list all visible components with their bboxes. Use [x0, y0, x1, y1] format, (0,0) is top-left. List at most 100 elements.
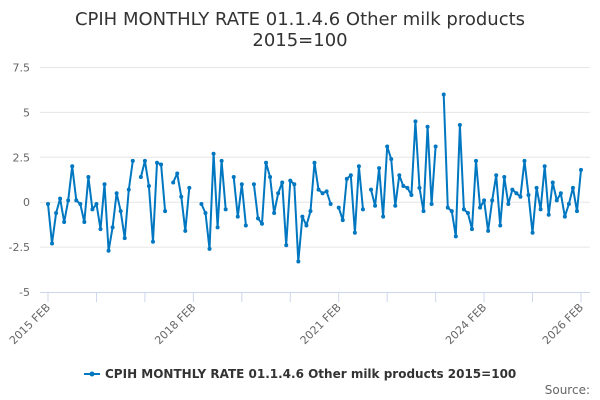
data-point[interactable] — [482, 198, 487, 203]
data-point[interactable] — [433, 144, 438, 149]
data-point[interactable] — [54, 210, 59, 215]
data-point[interactable] — [393, 203, 398, 208]
data-point[interactable] — [316, 187, 321, 192]
data-point[interactable] — [268, 175, 273, 180]
data-point[interactable] — [239, 182, 244, 187]
data-point[interactable] — [243, 223, 248, 228]
data-point[interactable] — [215, 225, 220, 230]
data-point[interactable] — [146, 184, 151, 189]
data-point[interactable] — [179, 194, 184, 199]
data-point[interactable] — [558, 191, 563, 196]
data-point[interactable] — [320, 191, 325, 196]
data-point[interactable] — [292, 182, 297, 187]
data-point[interactable] — [284, 243, 289, 248]
data-point[interactable] — [300, 214, 305, 219]
data-point[interactable] — [223, 207, 228, 212]
data-point[interactable] — [255, 216, 260, 221]
data-point[interactable] — [570, 185, 575, 190]
data-point[interactable] — [348, 173, 353, 178]
data-point[interactable] — [478, 205, 483, 210]
data-point[interactable] — [445, 205, 450, 210]
data-point[interactable] — [502, 175, 507, 180]
data-point[interactable] — [183, 228, 188, 233]
data-point[interactable] — [514, 191, 519, 196]
data-point[interactable] — [102, 182, 107, 187]
data-point[interactable] — [352, 230, 357, 235]
data-point[interactable] — [98, 227, 103, 232]
data-point[interactable] — [449, 209, 454, 214]
data-point[interactable] — [409, 193, 414, 198]
data-point[interactable] — [260, 221, 265, 226]
data-point[interactable] — [82, 219, 87, 224]
data-point[interactable] — [50, 241, 55, 246]
data-point[interactable] — [554, 198, 559, 203]
data-point[interactable] — [288, 178, 293, 183]
data-point[interactable] — [526, 193, 531, 198]
data-point[interactable] — [457, 122, 462, 127]
data-point[interactable] — [518, 194, 523, 199]
data-point[interactable] — [46, 201, 50, 206]
data-point[interactable] — [377, 166, 382, 171]
data-point[interactable] — [340, 218, 345, 223]
data-point[interactable] — [86, 175, 91, 180]
data-point[interactable] — [308, 209, 313, 214]
data-point[interactable] — [187, 185, 192, 190]
data-point[interactable] — [498, 223, 503, 228]
data-point[interactable] — [155, 160, 160, 165]
data-point[interactable] — [522, 158, 527, 163]
data-point[interactable] — [312, 160, 317, 165]
data-point[interactable] — [550, 180, 555, 185]
data-point[interactable] — [90, 207, 95, 212]
data-point[interactable] — [142, 158, 147, 163]
data-point[interactable] — [159, 162, 164, 167]
data-point[interactable] — [138, 175, 143, 180]
data-point[interactable] — [203, 210, 208, 215]
data-point[interactable] — [405, 185, 410, 190]
legend[interactable]: CPIH MONTHLY RATE 01.1.4.6 Other milk pr… — [84, 367, 516, 381]
data-point[interactable] — [534, 185, 539, 190]
data-point[interactable] — [441, 92, 446, 97]
data-point[interactable] — [538, 207, 543, 212]
data-point[interactable] — [62, 219, 67, 224]
data-point[interactable] — [110, 225, 115, 230]
data-point[interactable] — [566, 201, 571, 206]
data-point[interactable] — [94, 201, 99, 206]
data-point[interactable] — [211, 151, 216, 156]
data-point[interactable] — [58, 196, 63, 201]
data-point[interactable] — [264, 160, 269, 165]
data-point[interactable] — [78, 201, 83, 206]
data-point[interactable] — [469, 227, 474, 232]
data-point[interactable] — [389, 157, 394, 162]
data-point[interactable] — [106, 248, 111, 253]
data-point[interactable] — [574, 209, 579, 214]
data-point[interactable] — [235, 214, 240, 219]
data-point[interactable] — [369, 187, 374, 192]
data-point[interactable] — [461, 207, 466, 212]
data-point[interactable] — [118, 209, 123, 214]
data-point[interactable] — [381, 214, 386, 219]
data-point[interactable] — [70, 164, 75, 169]
data-point[interactable] — [453, 234, 458, 239]
data-point[interactable] — [328, 201, 333, 206]
data-point[interactable] — [163, 209, 168, 214]
data-point[interactable] — [175, 171, 180, 176]
data-point[interactable] — [324, 189, 329, 194]
data-point[interactable] — [490, 198, 495, 203]
data-point[interactable] — [66, 198, 71, 203]
data-point[interactable] — [429, 201, 434, 206]
data-point[interactable] — [360, 207, 365, 212]
data-point[interactable] — [356, 164, 361, 169]
data-point[interactable] — [542, 164, 547, 169]
data-point[interactable] — [231, 175, 236, 180]
data-point[interactable] — [546, 212, 551, 217]
data-point[interactable] — [296, 259, 301, 264]
data-point[interactable] — [272, 210, 277, 215]
data-point[interactable] — [397, 173, 402, 178]
data-point[interactable] — [385, 144, 390, 149]
data-point[interactable] — [207, 246, 212, 251]
data-point[interactable] — [417, 185, 422, 190]
data-point[interactable] — [304, 223, 309, 228]
data-point[interactable] — [150, 239, 155, 244]
data-point[interactable] — [171, 180, 176, 185]
data-point[interactable] — [401, 184, 406, 189]
